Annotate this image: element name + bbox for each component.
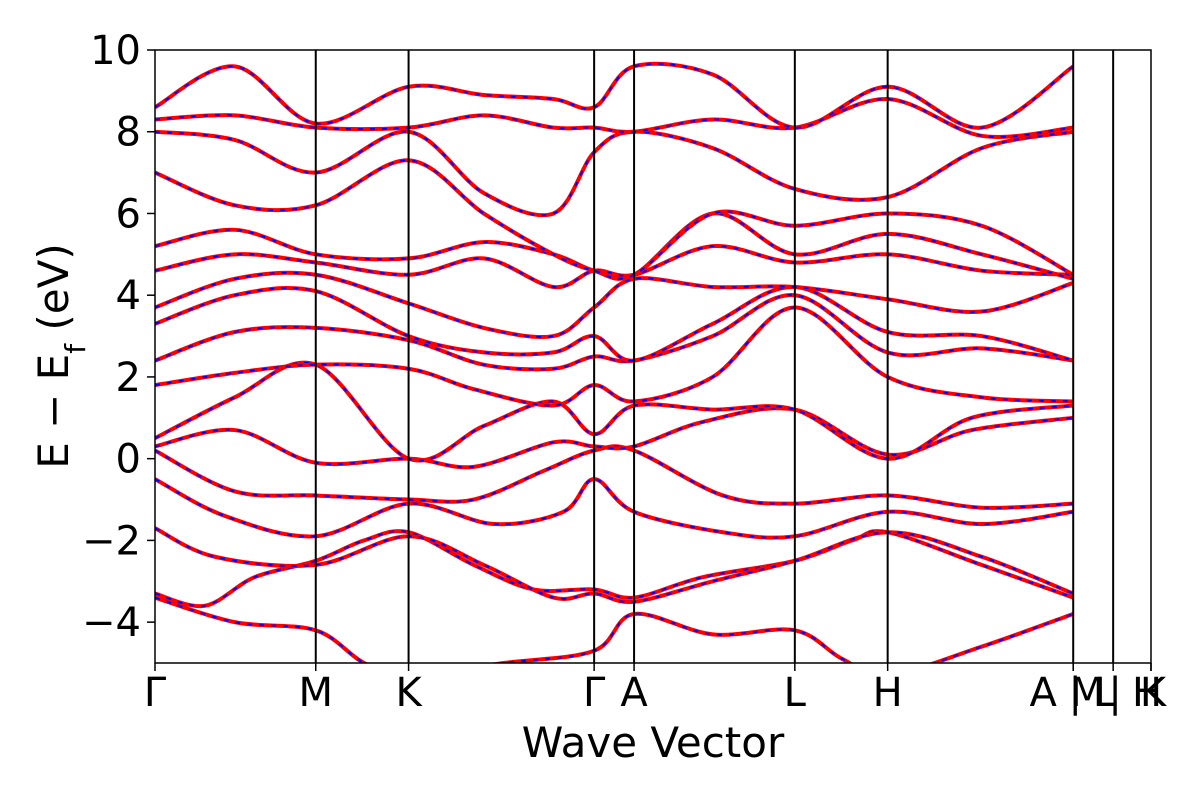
band-15	[155, 129, 1074, 218]
x-tick-label: |	[1108, 670, 1121, 716]
y-axis: −4 −2 0 2 4 6 8 10	[82, 28, 155, 646]
band-12-overlay	[155, 245, 1074, 289]
band-16-overlay	[155, 98, 1074, 138]
band-17-overlay	[155, 62, 1074, 129]
y-tick-label: −4	[82, 600, 141, 646]
x-tick-label: L	[784, 670, 807, 716]
y-tick-label: 8	[116, 110, 141, 156]
y-tick-label: 10	[90, 28, 141, 74]
band-4-overlay	[155, 478, 1074, 539]
y-tick-label: 4	[116, 273, 141, 319]
y-tick-label: 2	[116, 355, 141, 401]
x-tick-label: H	[1132, 670, 1162, 716]
x-tick-label: |	[1068, 670, 1081, 716]
band-4	[155, 477, 1074, 540]
y-tick-label: 6	[116, 191, 141, 237]
y-axis-label-main: E − E	[29, 354, 78, 469]
band-1	[155, 595, 1074, 663]
band-13	[155, 211, 1074, 281]
x-tick-label: Γ	[583, 670, 606, 716]
band-1-overlay	[155, 596, 1074, 663]
band-2-overlay	[155, 530, 1074, 608]
vlines-layer	[314, 50, 1115, 663]
x-tick-label: A	[620, 670, 648, 716]
band-16	[155, 97, 1074, 139]
y-tick-label: −2	[82, 518, 141, 564]
band-9-overlay	[155, 294, 1074, 371]
x-tick-label: K	[395, 670, 423, 716]
y-axis-label-unit: (eV)	[29, 243, 78, 344]
x-tick-label: M	[298, 670, 333, 716]
band-11-overlay	[155, 271, 1074, 339]
x-tick-label: M	[1070, 670, 1105, 716]
x-axis-label: Wave Vector	[522, 718, 785, 767]
x-tick-label: K	[1140, 670, 1168, 716]
y-axis-label: E − Ef (eV)	[29, 243, 92, 469]
x-tick-label: L	[1094, 670, 1117, 716]
band-10	[155, 285, 1074, 363]
plot-frame	[154, 49, 1152, 664]
y-tick-label: 0	[116, 437, 141, 483]
band-12	[155, 244, 1074, 290]
bands-layer	[155, 61, 1075, 663]
x-tick-label: Γ	[144, 670, 167, 716]
band-8-overlay	[155, 306, 1074, 407]
x-tick-label: H	[873, 670, 903, 716]
y-axis-label-sub: f	[59, 343, 92, 354]
x-axis: Γ M K Γ A L H A |ML| HK	[144, 663, 1168, 716]
x-tick-label: A	[1030, 670, 1058, 716]
band-7-overlay	[155, 361, 1074, 462]
